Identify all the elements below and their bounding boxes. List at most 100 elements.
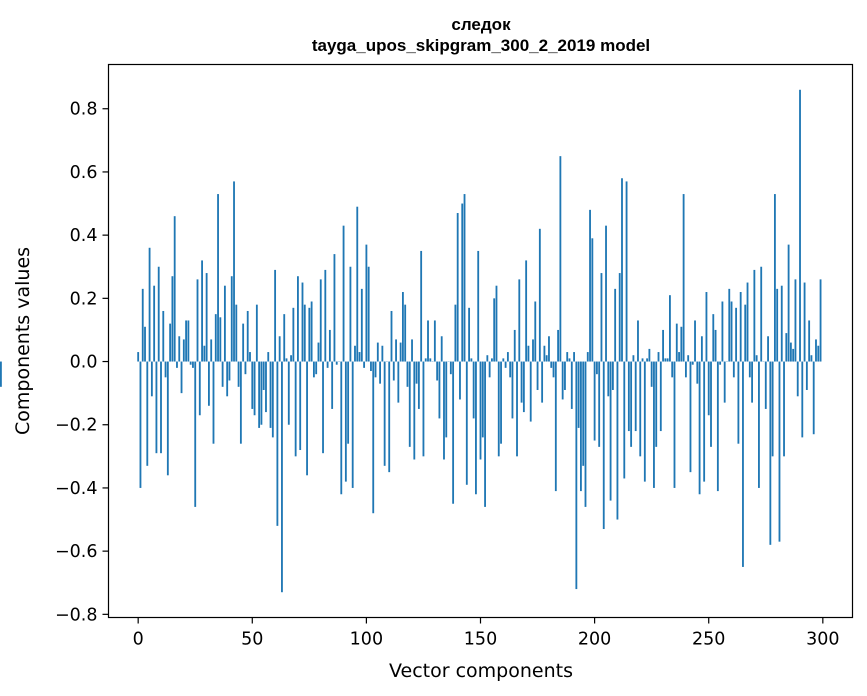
bar bbox=[176, 361, 178, 368]
bar bbox=[630, 361, 633, 447]
bar bbox=[646, 358, 649, 362]
x-tick-label: 250 bbox=[692, 630, 725, 650]
bar bbox=[141, 288, 144, 362]
bar bbox=[589, 209, 591, 362]
bar bbox=[456, 213, 459, 362]
bar bbox=[735, 307, 738, 362]
bar bbox=[522, 361, 525, 413]
bar bbox=[600, 273, 603, 362]
bar bbox=[303, 304, 306, 362]
bar bbox=[618, 273, 621, 362]
bar bbox=[169, 323, 172, 362]
bar bbox=[0, 361, 2, 387]
bar bbox=[278, 336, 281, 362]
bar bbox=[443, 361, 445, 460]
bar bbox=[637, 320, 639, 362]
bar bbox=[758, 361, 760, 488]
bar bbox=[532, 339, 534, 362]
bar bbox=[367, 266, 370, 362]
bar bbox=[182, 339, 185, 362]
y-axis-ticks: −0.8 −0.6 −0.4 −0.2 0.0 0.2 0.4 0.6 0.8 bbox=[55, 100, 109, 625]
bar bbox=[214, 314, 217, 362]
bar bbox=[666, 358, 669, 362]
bar bbox=[276, 361, 279, 526]
bar bbox=[767, 336, 769, 362]
bar bbox=[710, 361, 712, 447]
bar bbox=[742, 361, 744, 567]
bar bbox=[680, 326, 683, 362]
bar bbox=[137, 352, 140, 362]
bar bbox=[643, 361, 646, 482]
bar bbox=[251, 361, 254, 409]
bar bbox=[470, 358, 473, 362]
bar bbox=[716, 361, 719, 492]
x-tick-label: 300 bbox=[806, 630, 839, 650]
bar bbox=[659, 361, 662, 432]
bar bbox=[328, 329, 331, 362]
bar bbox=[354, 345, 356, 362]
bar bbox=[691, 361, 694, 365]
bar bbox=[208, 361, 210, 406]
bar bbox=[582, 361, 585, 466]
bar bbox=[153, 285, 156, 362]
bar bbox=[192, 361, 194, 368]
bar bbox=[301, 282, 304, 362]
bar bbox=[351, 361, 354, 488]
bar bbox=[392, 361, 395, 381]
bar bbox=[283, 314, 286, 362]
bar bbox=[559, 156, 562, 362]
bar bbox=[707, 361, 710, 416]
bar bbox=[297, 276, 299, 362]
bar bbox=[436, 361, 439, 381]
bar bbox=[776, 288, 779, 362]
bar bbox=[390, 310, 393, 362]
bar bbox=[198, 361, 201, 416]
bar bbox=[255, 304, 258, 362]
bar bbox=[634, 361, 637, 432]
bar bbox=[623, 361, 626, 479]
bar bbox=[554, 361, 557, 492]
bar bbox=[472, 361, 475, 419]
bar bbox=[785, 333, 788, 362]
bar bbox=[609, 361, 612, 501]
bar bbox=[730, 301, 733, 362]
bar bbox=[468, 307, 471, 362]
bar bbox=[545, 355, 548, 362]
bar bbox=[322, 361, 324, 454]
bar bbox=[627, 361, 630, 432]
bar bbox=[580, 361, 582, 492]
bar bbox=[463, 194, 466, 362]
bar bbox=[527, 345, 530, 362]
bar bbox=[162, 310, 165, 362]
bar bbox=[395, 339, 397, 362]
bar bbox=[347, 361, 350, 444]
bar bbox=[689, 361, 692, 473]
bar bbox=[753, 269, 756, 362]
bar bbox=[641, 358, 644, 362]
x-axis-label: Vector components bbox=[389, 660, 573, 682]
bar bbox=[513, 329, 516, 362]
bar bbox=[235, 304, 238, 362]
bar bbox=[148, 247, 151, 362]
bar bbox=[205, 273, 208, 362]
bar bbox=[223, 285, 226, 362]
bar bbox=[595, 361, 598, 375]
bar bbox=[210, 339, 213, 362]
bar bbox=[160, 361, 162, 454]
bar bbox=[538, 228, 541, 362]
bar bbox=[422, 361, 425, 457]
bar bbox=[484, 361, 486, 507]
bar bbox=[424, 358, 427, 362]
bar bbox=[739, 292, 742, 362]
bar bbox=[260, 361, 263, 425]
bar bbox=[365, 244, 368, 362]
bar bbox=[324, 269, 327, 362]
bar bbox=[180, 361, 183, 394]
bar bbox=[388, 361, 391, 473]
bar bbox=[185, 320, 188, 362]
x-tick-label: 150 bbox=[464, 630, 497, 650]
bar bbox=[550, 361, 553, 368]
bar bbox=[819, 279, 822, 362]
bar bbox=[310, 301, 313, 362]
bar bbox=[306, 361, 308, 476]
